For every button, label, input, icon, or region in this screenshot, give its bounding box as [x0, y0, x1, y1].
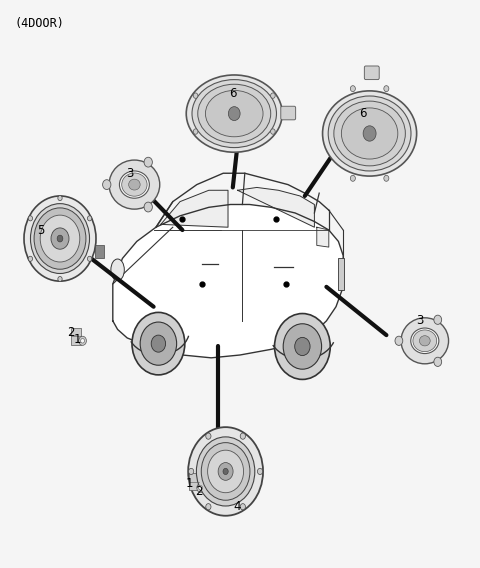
Circle shape: [384, 86, 389, 91]
Circle shape: [384, 176, 389, 181]
Circle shape: [144, 202, 152, 212]
Circle shape: [206, 504, 211, 510]
Circle shape: [271, 129, 275, 134]
Circle shape: [350, 86, 355, 91]
Ellipse shape: [192, 80, 276, 148]
Circle shape: [193, 129, 198, 134]
Ellipse shape: [328, 96, 411, 171]
Circle shape: [434, 315, 442, 324]
Circle shape: [350, 176, 355, 181]
Text: 3: 3: [416, 315, 424, 327]
Circle shape: [197, 483, 204, 492]
Circle shape: [208, 450, 243, 492]
Bar: [71, 328, 81, 345]
Text: 3: 3: [126, 167, 133, 179]
Circle shape: [188, 427, 263, 516]
Circle shape: [40, 215, 80, 262]
Circle shape: [151, 335, 166, 352]
Circle shape: [240, 504, 245, 510]
Ellipse shape: [341, 108, 398, 159]
Ellipse shape: [323, 91, 417, 176]
Ellipse shape: [198, 84, 271, 143]
Circle shape: [189, 469, 194, 474]
Circle shape: [363, 126, 376, 141]
Ellipse shape: [411, 328, 439, 353]
Circle shape: [434, 357, 442, 366]
Bar: [96, 244, 104, 258]
Circle shape: [275, 314, 330, 379]
Circle shape: [58, 277, 62, 282]
Circle shape: [228, 107, 240, 120]
Text: 5: 5: [37, 224, 45, 236]
Ellipse shape: [334, 101, 405, 166]
Circle shape: [58, 195, 62, 201]
Circle shape: [28, 216, 33, 221]
Text: 6: 6: [359, 107, 366, 120]
Bar: [338, 258, 344, 290]
Circle shape: [206, 433, 211, 439]
Circle shape: [31, 203, 89, 274]
Circle shape: [144, 157, 152, 167]
Ellipse shape: [205, 90, 263, 137]
Circle shape: [201, 442, 250, 500]
Ellipse shape: [111, 259, 124, 281]
Ellipse shape: [413, 330, 437, 352]
Circle shape: [240, 433, 245, 439]
Circle shape: [257, 469, 263, 474]
Circle shape: [395, 336, 403, 345]
Polygon shape: [161, 190, 228, 227]
Circle shape: [199, 486, 203, 490]
Circle shape: [193, 93, 198, 98]
Ellipse shape: [120, 171, 149, 198]
Text: 2: 2: [67, 326, 75, 339]
Ellipse shape: [109, 160, 160, 209]
Polygon shape: [113, 204, 343, 358]
Circle shape: [87, 256, 92, 261]
Circle shape: [87, 216, 92, 221]
Circle shape: [140, 322, 177, 365]
Circle shape: [271, 93, 275, 98]
Polygon shape: [238, 187, 314, 227]
Text: 1: 1: [186, 478, 193, 490]
Text: 1: 1: [74, 333, 82, 345]
Ellipse shape: [420, 336, 430, 346]
Ellipse shape: [401, 318, 448, 364]
Circle shape: [24, 196, 96, 281]
Text: 6: 6: [229, 87, 237, 100]
Ellipse shape: [129, 179, 140, 190]
FancyBboxPatch shape: [281, 106, 296, 120]
Bar: [189, 473, 199, 490]
Ellipse shape: [186, 75, 282, 152]
Text: 2: 2: [195, 485, 203, 498]
Circle shape: [196, 437, 255, 506]
Circle shape: [81, 339, 84, 343]
Circle shape: [295, 337, 310, 356]
Circle shape: [51, 228, 69, 249]
Circle shape: [34, 208, 86, 269]
Ellipse shape: [122, 173, 147, 196]
Circle shape: [79, 336, 86, 345]
Polygon shape: [317, 227, 329, 247]
Circle shape: [103, 179, 111, 190]
Text: (4DOOR): (4DOOR): [14, 17, 64, 30]
Circle shape: [28, 256, 33, 261]
Circle shape: [218, 462, 233, 481]
Text: 4: 4: [234, 500, 241, 513]
Circle shape: [132, 312, 185, 375]
FancyBboxPatch shape: [364, 66, 379, 80]
Circle shape: [223, 469, 228, 474]
Circle shape: [57, 235, 63, 242]
Circle shape: [283, 324, 322, 369]
